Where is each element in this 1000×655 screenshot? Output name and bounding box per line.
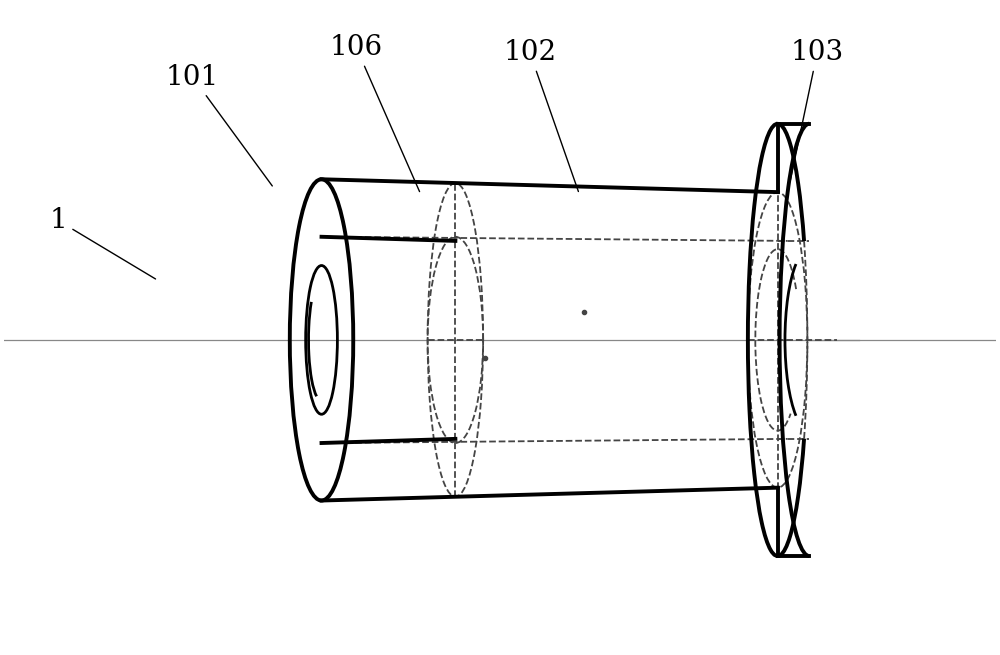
Text: 101: 101 (166, 64, 272, 186)
Text: 102: 102 (503, 39, 578, 191)
Text: 1: 1 (50, 208, 156, 279)
Text: 103: 103 (790, 39, 844, 181)
Text: 106: 106 (330, 34, 420, 192)
